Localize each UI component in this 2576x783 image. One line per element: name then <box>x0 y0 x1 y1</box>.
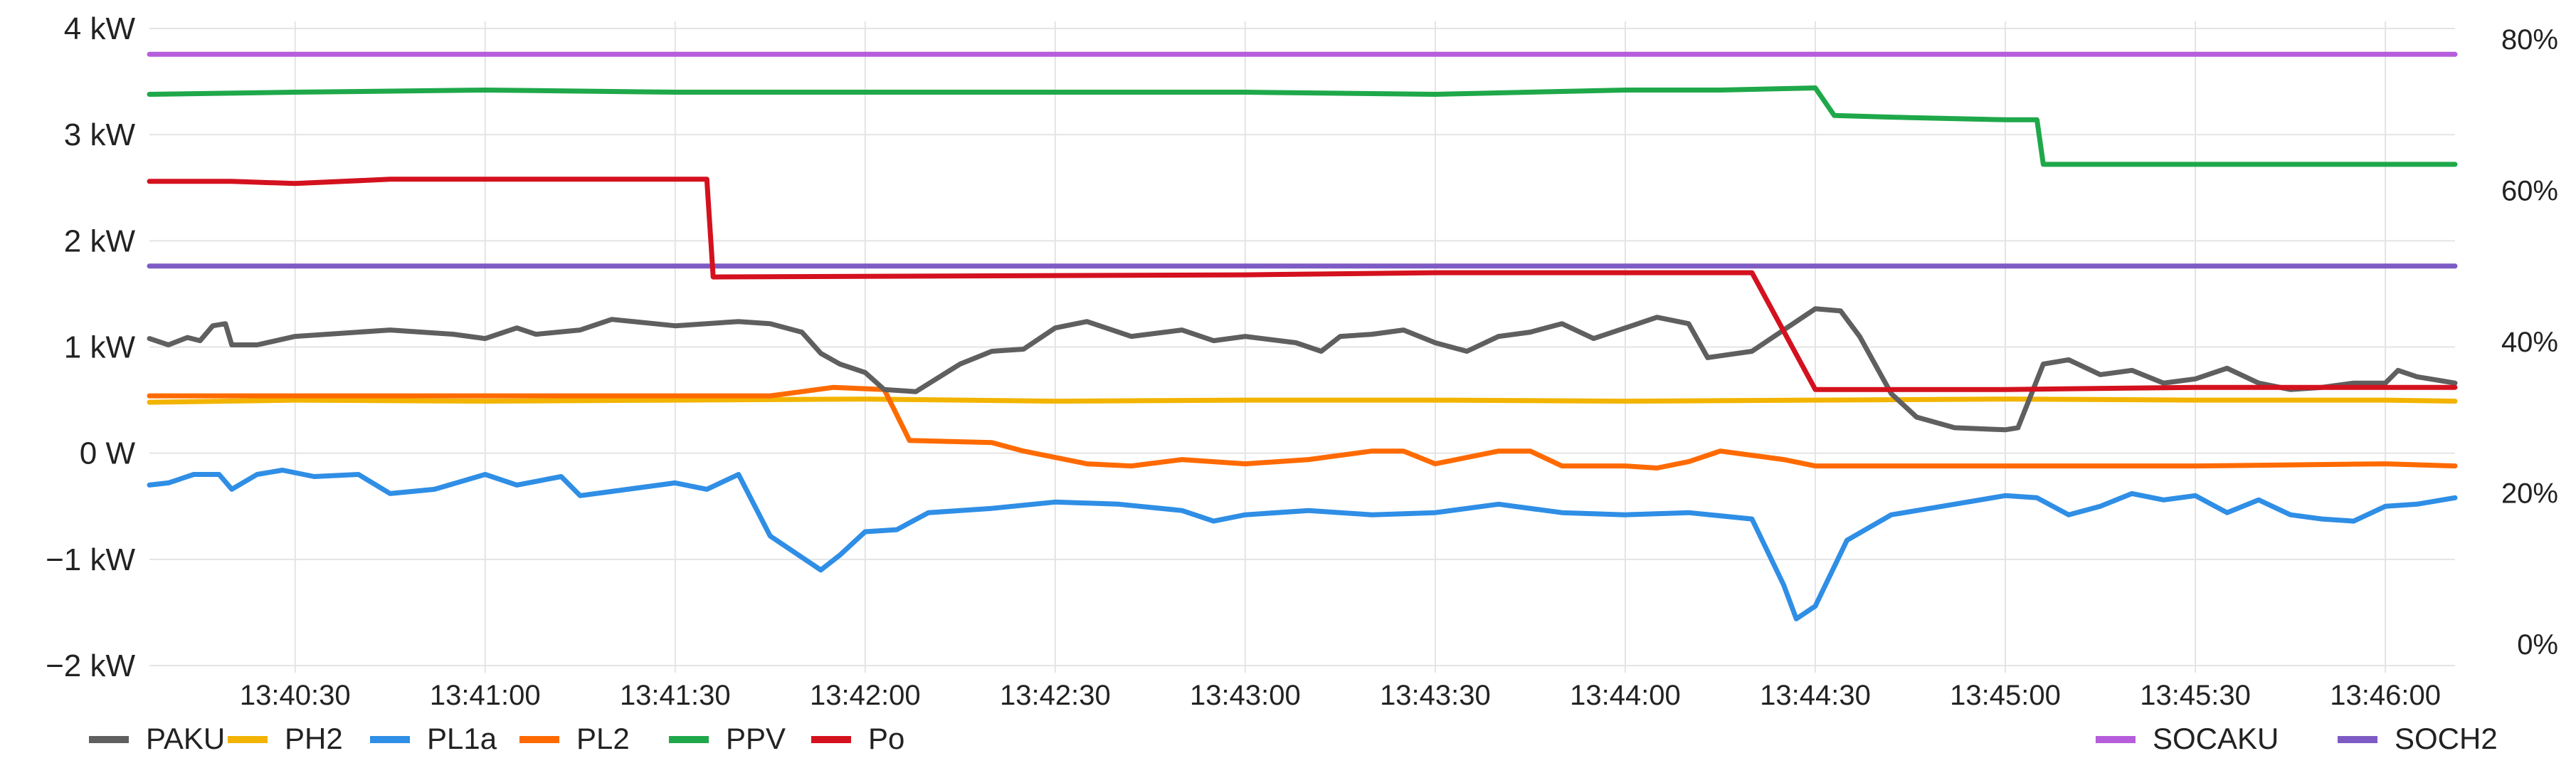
y-left-tick-label: 2 kW <box>64 224 136 258</box>
y-right-tick-label: 80% <box>2501 24 2558 56</box>
legend-label-po: Po <box>868 722 904 755</box>
y-left-tick-label: 4 kW <box>64 11 136 46</box>
x-tick-label: 13:46:00 <box>2330 680 2441 711</box>
y-right-tick-label: 0% <box>2517 629 2558 661</box>
x-tick-label: 13:45:00 <box>1950 680 2061 711</box>
x-tick-label: 13:42:30 <box>1000 680 1111 711</box>
legend-label-ph2: PH2 <box>285 722 343 755</box>
x-tick-label: 13:41:30 <box>620 680 731 711</box>
legend-label-soch2: SOCH2 <box>2395 722 2498 755</box>
x-tick-label: 13:41:00 <box>430 680 541 711</box>
y-left-tick-label: −2 kW <box>46 648 135 683</box>
series-line-ppv <box>147 85 2458 167</box>
x-tick-label: 13:40:30 <box>240 680 351 711</box>
series-line-paku <box>147 306 2458 433</box>
legend-label-pl2: PL2 <box>576 722 630 755</box>
x-tick-label: 13:44:30 <box>1760 680 1871 711</box>
series-line-pl1a <box>147 468 2458 621</box>
legend-label-paku: PAKU <box>146 722 225 755</box>
x-tick-label: 13:44:00 <box>1570 680 1681 711</box>
y-right-tick-label: 60% <box>2501 176 2558 207</box>
y-left-tick-label: 0 W <box>80 436 136 471</box>
x-tick-label: 13:45:30 <box>2140 680 2251 711</box>
y-left-tick-label: 1 kW <box>64 330 136 365</box>
y-left-tick-label: −1 kW <box>46 542 135 577</box>
legend-label-ppv: PPV <box>726 722 786 755</box>
y-right-tick-label: 20% <box>2501 478 2558 510</box>
legend-label-socaku: SOCAKU <box>2153 722 2279 755</box>
x-tick-label: 13:43:30 <box>1380 680 1491 711</box>
x-tick-label: 13:43:00 <box>1190 680 1301 711</box>
x-tick-label: 13:42:00 <box>810 680 921 711</box>
y-left-tick-label: 3 kW <box>64 117 136 152</box>
legend-label-pl1a: PL1a <box>427 722 497 755</box>
series-line-pl2 <box>147 384 2458 471</box>
series-line-ph2 <box>147 396 2458 405</box>
y-right-tick-label: 40% <box>2501 327 2558 358</box>
series-line-po <box>147 177 2458 392</box>
